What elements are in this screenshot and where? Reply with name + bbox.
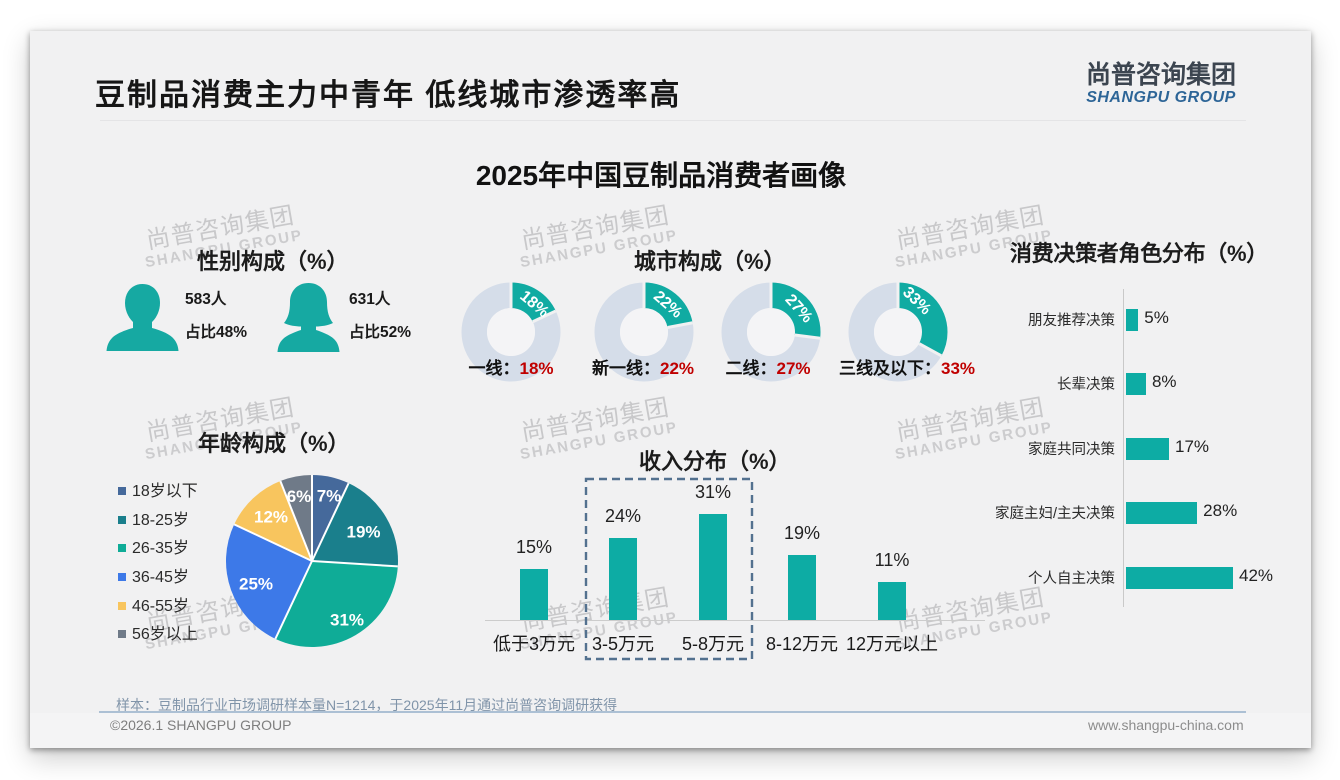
svg-text:12%: 12% (254, 508, 288, 527)
svg-text:31%: 31% (330, 611, 364, 630)
svg-text:7%: 7% (317, 487, 342, 506)
svg-text:6%: 6% (287, 487, 312, 506)
svg-text:19%: 19% (346, 523, 380, 542)
svg-text:25%: 25% (239, 575, 273, 594)
